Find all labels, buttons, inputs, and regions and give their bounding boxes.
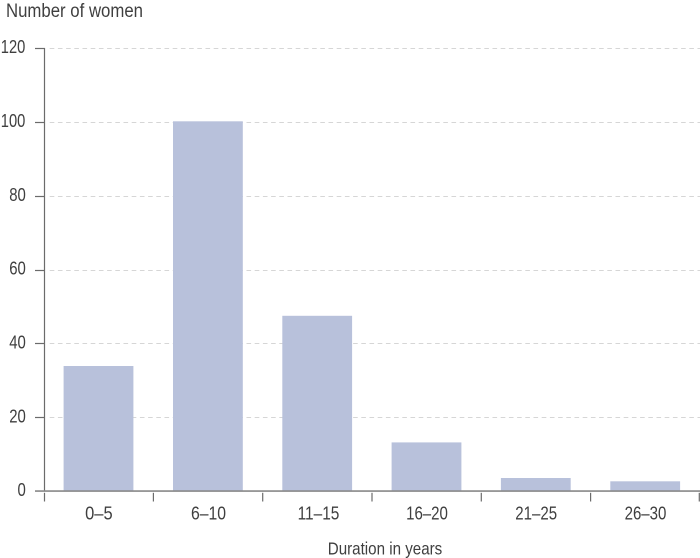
svg-text:120: 120 <box>1 37 26 57</box>
svg-text:60: 60 <box>9 259 26 279</box>
svg-text:100: 100 <box>1 111 26 131</box>
svg-text:80: 80 <box>9 185 26 205</box>
svg-text:11–15: 11–15 <box>298 504 340 524</box>
svg-text:Duration in years: Duration in years <box>328 538 443 558</box>
svg-text:21–25: 21–25 <box>515 504 557 524</box>
svg-text:26–30: 26–30 <box>625 504 667 524</box>
svg-text:40: 40 <box>9 333 26 353</box>
svg-text:20: 20 <box>9 406 26 426</box>
svg-text:16–20: 16–20 <box>406 504 448 524</box>
svg-text:0–5: 0–5 <box>85 504 113 524</box>
svg-text:0: 0 <box>18 480 26 500</box>
svg-text:Number of women: Number of women <box>6 1 143 22</box>
svg-text:6–10: 6–10 <box>191 504 226 524</box>
